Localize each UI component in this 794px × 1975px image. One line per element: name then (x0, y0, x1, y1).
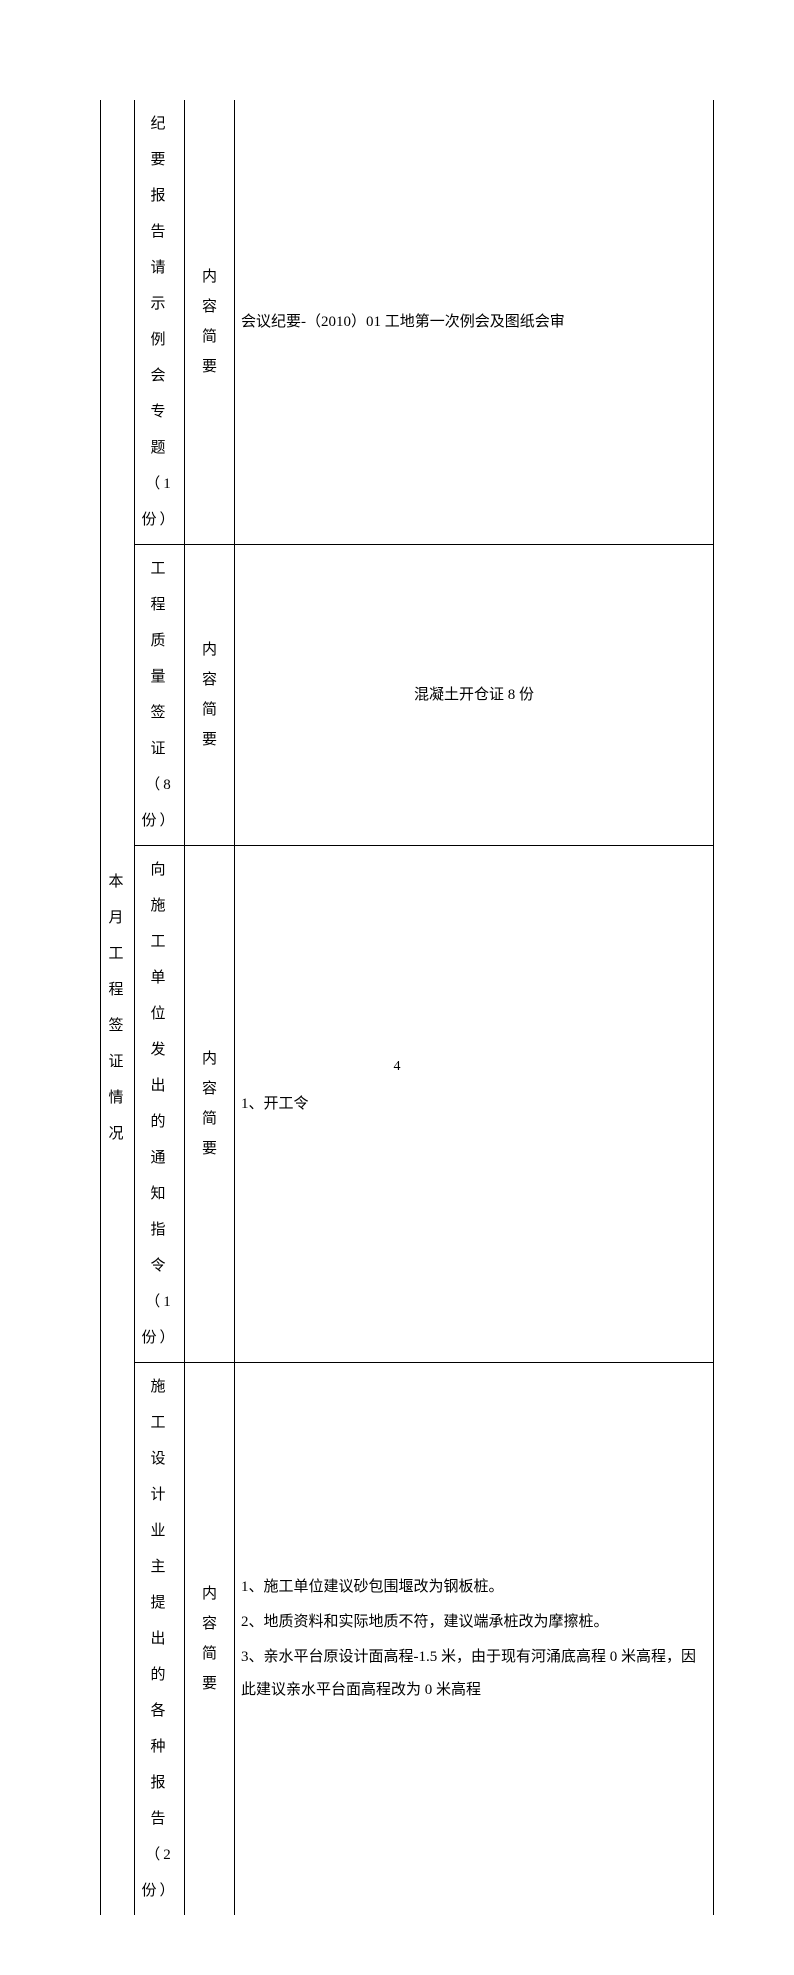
content-line: 1、开工令 (241, 1088, 707, 1121)
content-label: 内容简要 (185, 545, 235, 846)
content-line: 3、亲水平台原设计面高程-1.5 米，由于现有河涌底高程 0 米高程，因此建议亲… (241, 1641, 707, 1707)
table-row: 本月工程签证情况 纪要报告请示例会专题（1 份） 内容简要 会议纪要-（2010… (101, 100, 714, 545)
content-line: 2、地质资料和实际地质不符，建议端承桩改为摩擦桩。 (241, 1606, 707, 1639)
content-label: 内容简要 (185, 100, 235, 545)
content-line: 会议纪要-（2010）01 工地第一次例会及图纸会审 (241, 306, 707, 339)
content-line: 混凝土开仓证 8 份 (241, 679, 707, 712)
sub-row-header: 工程质量签证（8 份） (135, 545, 185, 846)
page-container: 本月工程签证情况 纪要报告请示例会专题（1 份） 内容简要 会议纪要-（2010… (0, 0, 794, 1975)
content-line: 1、施工单位建议砂包围堰改为钢板桩。 (241, 1571, 707, 1604)
content-cell: 1、开工令 (235, 846, 714, 1363)
table-row: 施工设计业主提出的各种报告（2 份） 内容简要 1、施工单位建议砂包围堰改为钢板… (101, 1363, 714, 1916)
document-table: 本月工程签证情况 纪要报告请示例会专题（1 份） 内容简要 会议纪要-（2010… (100, 100, 714, 1915)
content-label: 内容简要 (185, 1363, 235, 1916)
content-cell: 1、施工单位建议砂包围堰改为钢板桩。 2、地质资料和实际地质不符，建议端承桩改为… (235, 1363, 714, 1916)
sub-row-header: 施工设计业主提出的各种报告（2 份） (135, 1363, 185, 1916)
table-row: 向施工单位发出的通知指令（1 份） 内容简要 1、开工令 (101, 846, 714, 1363)
sub-row-header: 向施工单位发出的通知指令（1 份） (135, 846, 185, 1363)
page-number: 4 (394, 1059, 401, 1075)
content-cell: 混凝土开仓证 8 份 (235, 545, 714, 846)
table-row: 工程质量签证（8 份） 内容简要 混凝土开仓证 8 份 (101, 545, 714, 846)
main-row-header: 本月工程签证情况 (101, 100, 135, 1915)
content-cell: 会议纪要-（2010）01 工地第一次例会及图纸会审 (235, 100, 714, 545)
sub-row-header: 纪要报告请示例会专题（1 份） (135, 100, 185, 545)
content-label: 内容简要 (185, 846, 235, 1363)
